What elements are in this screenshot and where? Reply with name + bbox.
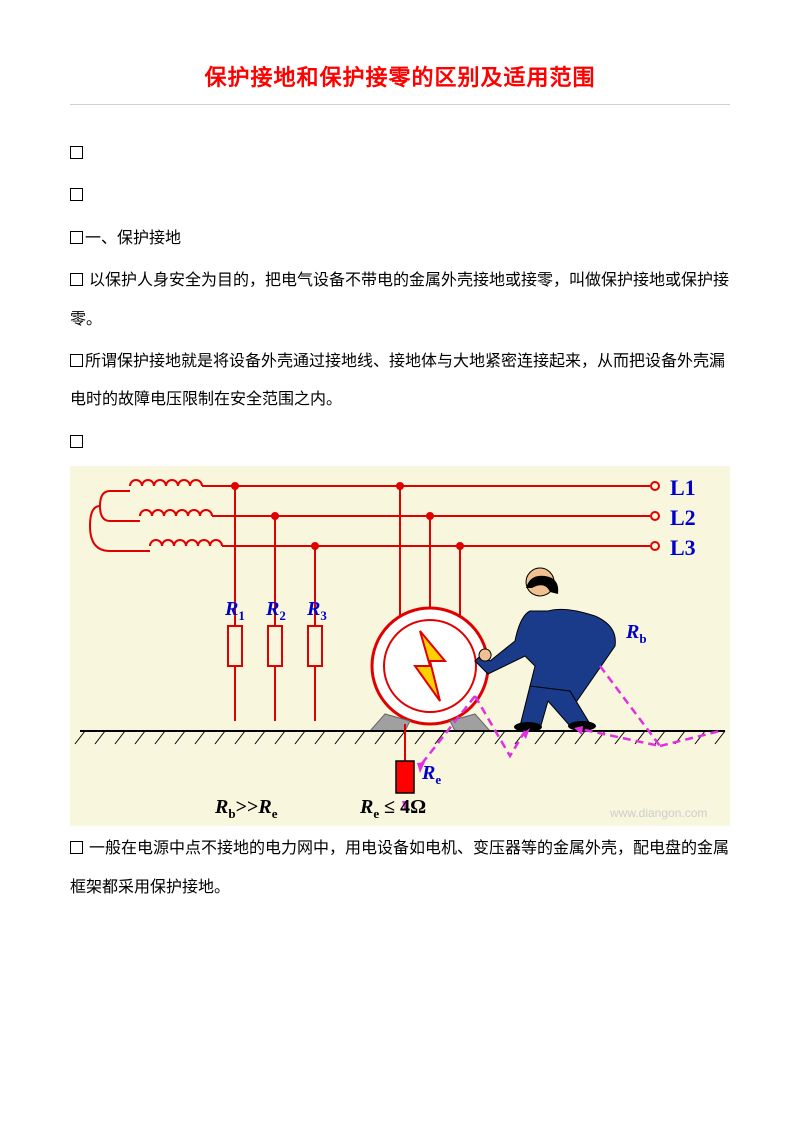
watermark: www.diangon.com bbox=[610, 806, 707, 820]
checkbox-icon bbox=[70, 841, 83, 854]
checkbox-icon bbox=[70, 188, 83, 201]
label-Rb: Rb bbox=[626, 621, 647, 647]
label-L3: L3 bbox=[670, 535, 696, 561]
checkbox-icon bbox=[70, 435, 83, 448]
para-3: 一、保护接地 bbox=[70, 220, 730, 258]
para-5: 所谓保护接地就是将设备外壳通过接地线、接地体与大地紧密连接起来，从而把设备外壳漏… bbox=[70, 343, 730, 420]
circuit-diagram: L1 L2 L3 R1 R2 R3 Rb Re Rb>>Re Re ≤ 4Ω w… bbox=[70, 466, 730, 826]
label-R2: R2 bbox=[266, 598, 286, 624]
para-1 bbox=[70, 135, 730, 173]
checkbox-icon bbox=[70, 146, 83, 159]
checkbox-icon bbox=[70, 273, 83, 286]
para-7: 一般在电源中点不接地的电力网中，用电设备如电机、变压器等的金属外壳，配电盘的金属… bbox=[70, 830, 730, 907]
label-R3: R3 bbox=[307, 598, 327, 624]
title-divider bbox=[70, 104, 730, 105]
formula-2: Re ≤ 4Ω bbox=[360, 796, 426, 822]
para-6 bbox=[70, 424, 730, 462]
checkbox-icon bbox=[70, 354, 83, 367]
formula-1: Rb>>Re bbox=[215, 796, 278, 822]
doc-title: 保护接地和保护接零的区别及适用范围 bbox=[70, 60, 730, 92]
checkbox-icon bbox=[70, 231, 83, 244]
label-L2: L2 bbox=[670, 505, 696, 531]
label-R1: R1 bbox=[225, 598, 245, 624]
label-L1: L1 bbox=[670, 475, 696, 501]
para-4: 以保护人身安全为目的，把电气设备不带电的金属外壳接地或接零，叫做保护接地或保护接… bbox=[70, 262, 730, 339]
para-2 bbox=[70, 177, 730, 215]
label-Re: Re bbox=[422, 762, 441, 788]
